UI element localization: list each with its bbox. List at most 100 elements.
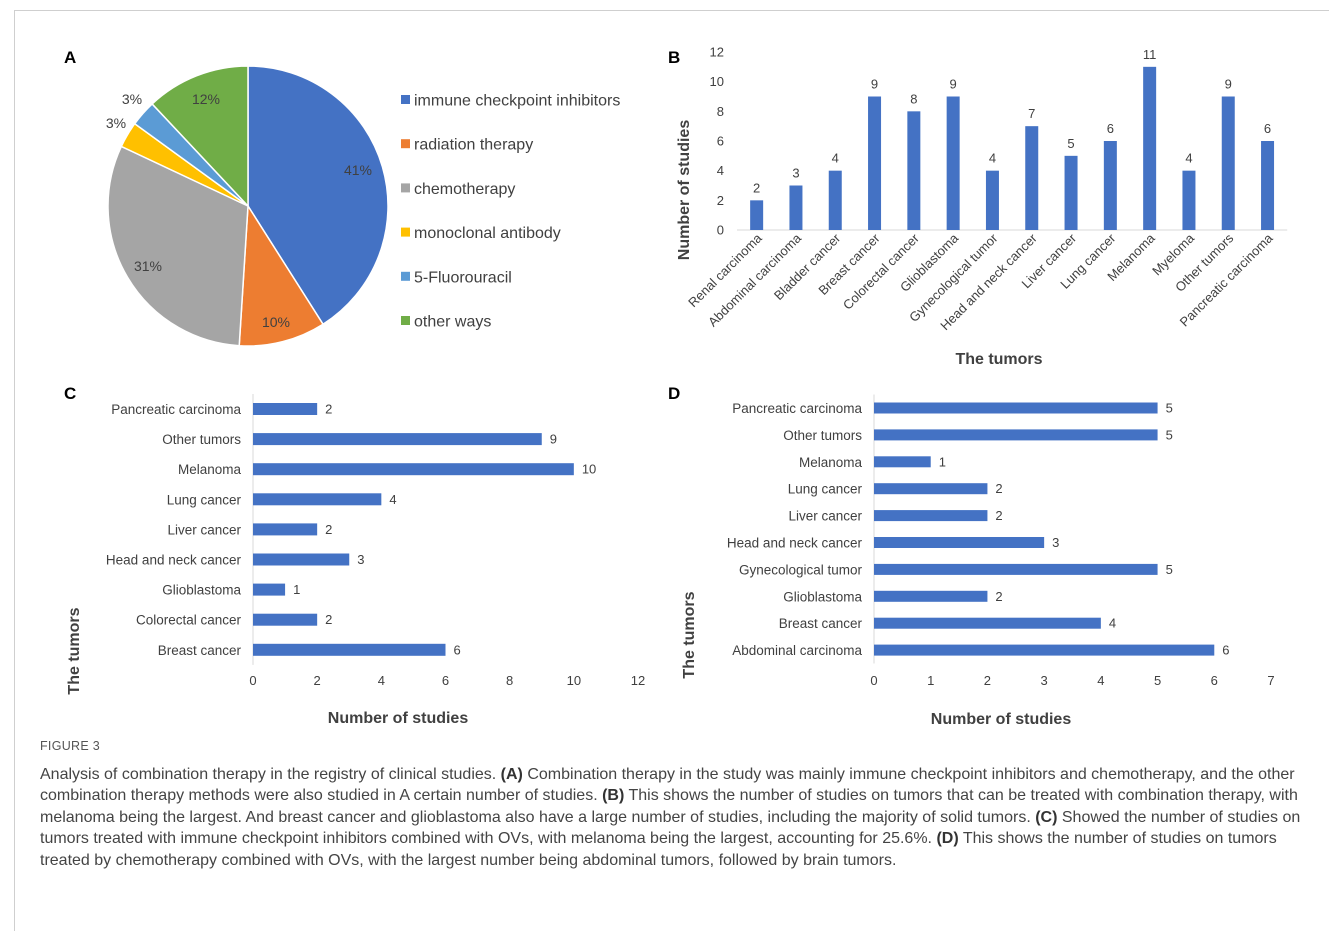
panel-c-category-label-pancreatic-carcinoma: Pancreatic carcinoma xyxy=(111,402,241,417)
panel-b-bar-glioblastoma xyxy=(946,96,960,230)
panel-c-category-label-breast-cancer: Breast cancer xyxy=(158,643,242,658)
panel-d-value-label-lung-cancer: 2 xyxy=(995,481,1002,496)
caption-intro: Analysis of combination therapy in the r… xyxy=(40,765,501,783)
panel-c-value-label-lung-cancer: 4 xyxy=(389,492,396,507)
pie-slice-radiation-therapy xyxy=(238,203,325,347)
caption-part-a-label: (A) xyxy=(500,765,523,783)
legend-label-chemotherapy: chemotherapy xyxy=(414,181,515,198)
panel-d-bar-liver-cancer xyxy=(874,510,988,522)
panel-d-category-label-pancreatic-carcinoma: Pancreatic carcinoma xyxy=(732,401,862,416)
panel-c-category-label-lung-cancer: Lung cancer xyxy=(167,492,242,507)
pie-label-other-ways: 12% xyxy=(192,91,220,107)
panel-d-x-axis-title: Number of studies xyxy=(931,711,1072,728)
panel-d-bar-pancreatic-carcinoma xyxy=(874,402,1158,414)
legend-swatch-radiation-therapy xyxy=(401,139,410,149)
panel-c-value-label-colorectal-cancer: 2 xyxy=(325,612,332,627)
panel-b-y-tick: 2 xyxy=(717,193,724,208)
panel-c-y-axis-title: The tumors xyxy=(66,607,83,694)
legend-swatch-monoclonal-antibody xyxy=(401,227,410,237)
panel-d-category-label-liver-cancer: Liver cancer xyxy=(788,509,862,524)
panel-c-bar-other-tumors xyxy=(253,433,542,446)
figure-label: FIGURE 3 xyxy=(40,739,101,753)
panel-d-letter: D xyxy=(668,384,680,403)
panel-d-value-label-other-tumors: 5 xyxy=(1166,427,1173,442)
panel-d-value-label-abdominal-carcinoma: 6 xyxy=(1222,643,1229,658)
panel-b-value-label-head-and-neck-cancer: 7 xyxy=(1028,106,1035,121)
figure-frame xyxy=(14,10,1329,931)
legend-swatch-chemotherapy xyxy=(401,183,410,193)
panel-b-value-label-myeloma: 4 xyxy=(1185,151,1192,166)
panel-b-bar-bladder-cancer xyxy=(828,170,842,230)
panel-b-value-label-colorectal-cancer: 8 xyxy=(910,91,917,106)
caption-part-b-label: (B) xyxy=(602,787,625,804)
panel-c-bar-liver-cancer xyxy=(253,523,318,536)
legend-label-monoclonal-antibody: monoclonal antibody xyxy=(414,225,561,242)
panel-d-bar-melanoma xyxy=(874,456,931,468)
legend-label-radiation-therapy: radiation therapy xyxy=(414,137,533,154)
panel-b-value-label-bladder-cancer: 4 xyxy=(832,151,839,166)
pie-label-chemotherapy: 31% xyxy=(134,258,162,274)
caption-part-d-text: This shows the number of studies on tumo… xyxy=(40,830,1277,869)
panel-c-bar-head-and-neck-cancer xyxy=(253,553,350,566)
panel-d-bar-abdominal-carcinoma xyxy=(874,644,1215,656)
panel-d-bar-glioblastoma xyxy=(874,590,988,602)
panel-b-x-axis-title: The tumors xyxy=(955,351,1042,368)
panel-d-value-label-glioblastoma: 2 xyxy=(995,589,1002,604)
panel-b-y-tick: 0 xyxy=(717,223,724,238)
pie-label-immune-checkpoint-inhibitors: 41% xyxy=(344,162,372,178)
panel-c-x-tick: 2 xyxy=(314,673,321,688)
panel-b-value-label-other-tumors: 9 xyxy=(1225,77,1232,92)
panel-b-value-label-pancreatic-carcinoma: 6 xyxy=(1264,121,1271,136)
panel-d-value-label-melanoma: 1 xyxy=(939,454,946,469)
panel-b-y-tick: 4 xyxy=(717,163,724,178)
panel-c-bar-colorectal-cancer xyxy=(253,613,318,626)
panel-d-value-label-liver-cancer: 2 xyxy=(995,508,1002,523)
legend-label-5-fluorouracil: 5-Fluorouracil xyxy=(414,269,512,286)
panel-b-value-label-melanoma: 11 xyxy=(1143,47,1157,62)
panel-b-value-label-glioblastoma: 9 xyxy=(950,77,957,92)
panel-b-y-tick: 12 xyxy=(710,45,724,60)
panel-c-value-label-liver-cancer: 2 xyxy=(325,522,332,537)
panel-b-y-tick: 8 xyxy=(717,104,724,119)
panel-c-category-label-head-and-neck-cancer: Head and neck cancer xyxy=(106,553,242,568)
panel-b-bar-myeloma xyxy=(1182,170,1196,230)
pie-label-monoclonal-antibody: 3% xyxy=(106,115,126,131)
panel-d-category-label-breast-cancer: Breast cancer xyxy=(779,616,863,631)
pie-slice-chemotherapy xyxy=(107,145,249,347)
panel-c-value-label-other-tumors: 9 xyxy=(550,432,557,447)
panel-c-x-tick: 0 xyxy=(249,673,256,688)
pie-slice-other-ways xyxy=(151,65,249,208)
legend-swatch-5-fluorouracil xyxy=(401,271,410,281)
panel-c-letter: C xyxy=(64,384,76,403)
panel-c-bar-lung-cancer xyxy=(253,493,382,506)
panel-c-value-label-head-and-neck-cancer: 3 xyxy=(357,552,364,567)
panel-b-bar-head-and-neck-cancer xyxy=(1025,126,1039,230)
panel-a-pie-chart: A 41% 10% 31% 3% 3% 12% immune checkpoint inh… xyxy=(64,48,620,347)
panel-d-category-label-other-tumors: Other tumors xyxy=(783,428,862,443)
panel-d-bar-gynecological-tumor xyxy=(874,563,1158,575)
panel-b-bar-breast-cancer xyxy=(868,96,882,230)
panel-c-x-tick: 8 xyxy=(506,673,513,688)
panel-d-y-axis-title: The tumors xyxy=(681,591,698,678)
panel-d-value-label-pancreatic-carcinoma: 5 xyxy=(1166,401,1173,416)
panel-d-x-tick: 7 xyxy=(1267,673,1274,688)
caption-body: Analysis of combination therapy in the r… xyxy=(40,764,1310,872)
panel-d-value-label-head-and-neck-cancer: 3 xyxy=(1052,535,1059,550)
panel-c-x-tick: 12 xyxy=(631,673,645,688)
panel-c-bar-breast-cancer xyxy=(253,643,446,656)
pie-slice-immune-checkpoint-inhibitors xyxy=(247,65,389,326)
caption-part-a-text: Combination therapy in the study was mai… xyxy=(40,765,1295,805)
panel-c-value-label-glioblastoma: 1 xyxy=(293,582,300,597)
panel-b-bar-liver-cancer xyxy=(1064,155,1078,230)
panel-c-category-label-liver-cancer: Liver cancer xyxy=(167,522,241,537)
panel-c-category-label-glioblastoma: Glioblastoma xyxy=(162,583,241,598)
figure-caption: FIGURE 3 Analysis of combination therapy… xyxy=(40,736,1310,871)
panel-b-bar-abdominal-carcinoma xyxy=(789,185,803,230)
caption-part-c-label: (C) xyxy=(1035,808,1058,826)
panel-d-value-label-gynecological-tumor: 5 xyxy=(1166,562,1173,577)
panel-b-y-tick: 10 xyxy=(710,74,724,89)
panel-c-value-label-melanoma: 10 xyxy=(582,462,596,477)
panel-b-value-label-liver-cancer: 5 xyxy=(1067,136,1074,151)
panel-b-y-tick: 6 xyxy=(717,134,724,149)
